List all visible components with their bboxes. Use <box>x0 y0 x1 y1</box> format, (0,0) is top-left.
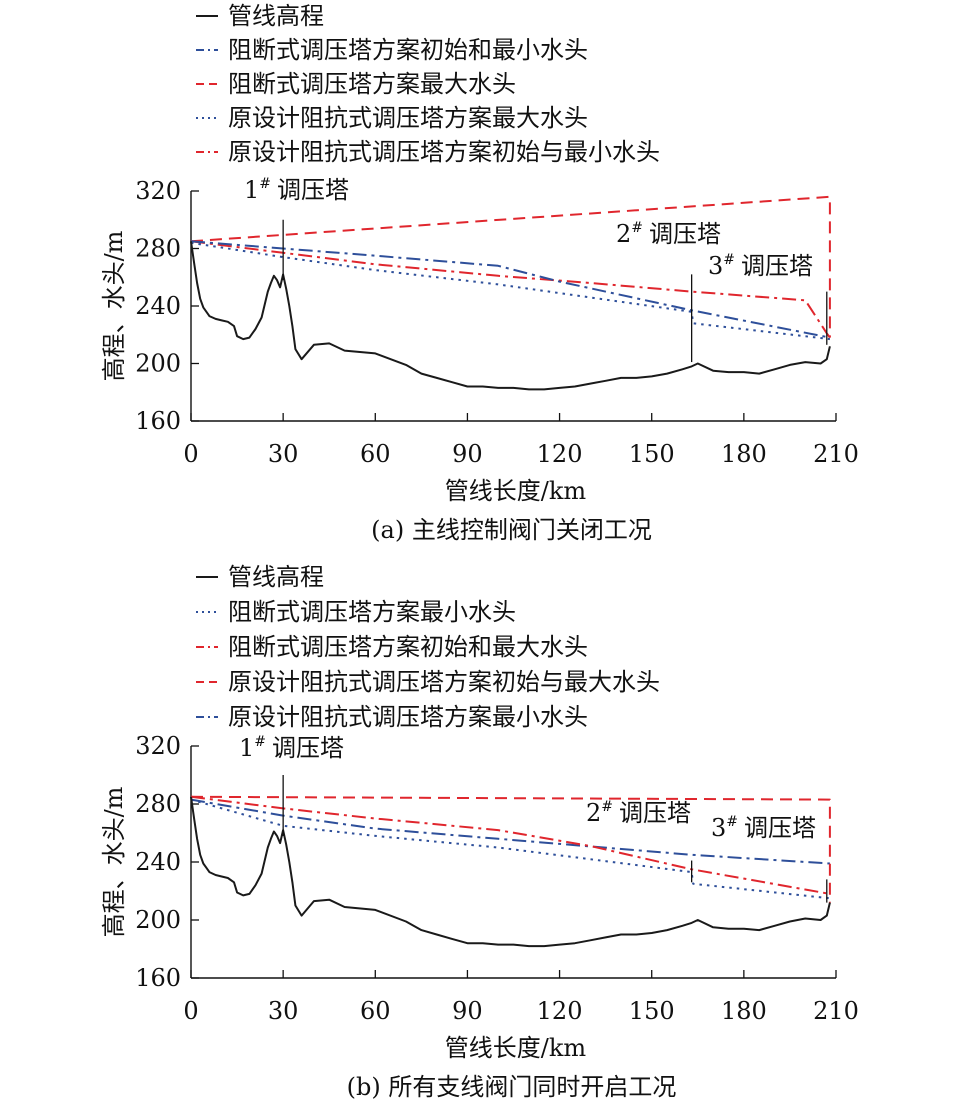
legend-label: 原设计阻抗式调压塔方案初始与最大水头 <box>228 668 660 696</box>
series-line-2 <box>190 798 831 900</box>
series-line-1 <box>190 241 831 391</box>
y-tick-label: 200 <box>135 906 181 934</box>
surge-tower-label: 3# 调压塔 <box>711 814 816 842</box>
x-tick-label: 60 <box>360 997 391 1025</box>
x-tick-label: 150 <box>629 997 675 1025</box>
legend-label: 原设计阻抗式调压塔方案初始与最小水头 <box>228 138 660 166</box>
y-axis-label: 高程、水头/m <box>100 786 128 937</box>
x-tick-label: 210 <box>813 997 859 1025</box>
y-axis-label: 高程、水头/m <box>100 230 128 381</box>
legend-label: 管线高程 <box>228 2 324 30</box>
surge-tower-label: 2# 调压塔 <box>586 799 691 827</box>
legend-label: 阻断式调压塔方案初始和最小水头 <box>228 36 588 64</box>
y-tick-label: 280 <box>135 790 181 818</box>
y-tick-label: 280 <box>135 235 181 263</box>
figure-caption: (b) 所有支线阀门同时开启工况 <box>347 1073 677 1101</box>
legend-label: 阻断式调压塔方案最小水头 <box>228 598 516 626</box>
x-tick-label: 90 <box>452 440 483 468</box>
x-tick-label: 0 <box>183 440 198 468</box>
surge-tower-label: 2# 调压塔 <box>616 220 721 248</box>
series-line-3 <box>190 195 831 338</box>
series-line-4 <box>190 795 831 903</box>
x-tick-label: 120 <box>537 997 583 1025</box>
series-line-1 <box>190 796 831 948</box>
x-tick-label: 180 <box>721 440 767 468</box>
x-tick-label: 30 <box>268 997 299 1025</box>
y-tick-label: 320 <box>135 177 181 205</box>
series-line-5 <box>190 798 830 865</box>
legend-label: 管线高程 <box>228 563 324 591</box>
x-tick-label: 150 <box>629 440 675 468</box>
x-tick-label: 210 <box>813 440 859 468</box>
y-tick-label: 160 <box>135 407 181 435</box>
x-tick-label: 180 <box>721 997 767 1025</box>
chart-panel-a: 0 30 60 90 120 150 180 210 160 200 240 280 320 管线长度/k… <box>100 2 859 544</box>
legend-label: 阻断式调压塔方案初始和最大水头 <box>228 633 588 661</box>
figure-caption: (a) 主线控制阀门关闭工况 <box>371 516 652 544</box>
y-tick-label: 200 <box>135 350 181 378</box>
x-tick-label: 60 <box>360 440 391 468</box>
legend-label: 原设计阻抗式调压塔方案最小水头 <box>228 703 588 731</box>
y-tick-label: 160 <box>135 964 181 992</box>
y-tick-label: 240 <box>135 848 181 876</box>
x-tick-label: 90 <box>452 997 483 1025</box>
chart-panel-b: 0 30 60 90 120 150 180 210 160 200 240 280 320 管线长度/k… <box>100 563 859 1101</box>
surge-tower-label: 3# 调压塔 <box>708 252 813 280</box>
x-axis-label: 管线长度/km <box>445 1034 587 1062</box>
legend-label: 阻断式调压塔方案最大水头 <box>228 70 516 98</box>
series-line-4 <box>190 241 831 341</box>
surge-tower-label: 1# 调压塔 <box>239 734 344 762</box>
surge-tower-label: 1# 调压塔 <box>244 176 349 204</box>
x-tick-label: 120 <box>537 440 583 468</box>
x-tick-label: 30 <box>268 440 299 468</box>
legend-label: 原设计阻抗式调压塔方案最大水头 <box>228 104 588 132</box>
x-tick-label: 0 <box>183 997 198 1025</box>
x-axis-label: 管线长度/km <box>445 477 587 505</box>
y-tick-label: 320 <box>135 732 181 760</box>
y-tick-label: 240 <box>135 292 181 320</box>
